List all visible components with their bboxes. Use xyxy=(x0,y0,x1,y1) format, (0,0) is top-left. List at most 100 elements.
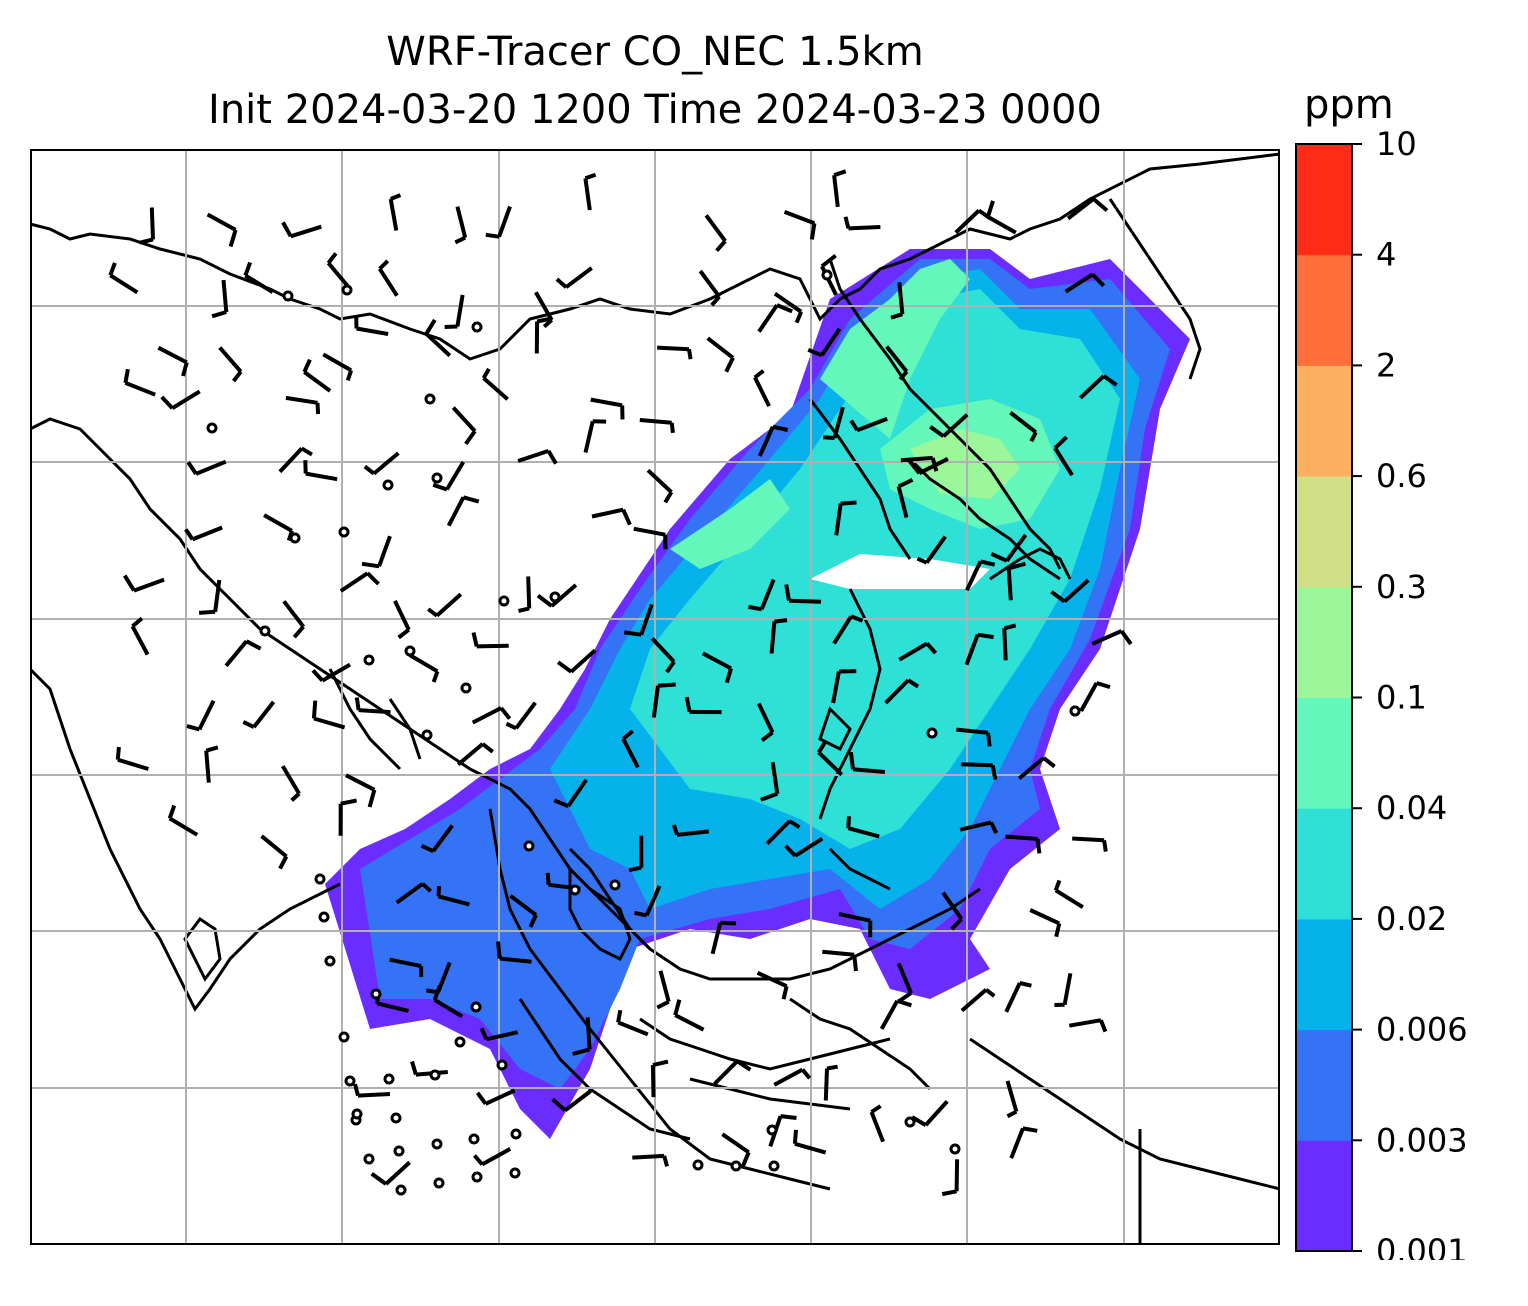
wind-barb-flag xyxy=(505,721,517,731)
colorbar-label: 10 xyxy=(1376,125,1417,163)
wind-barb xyxy=(954,209,981,235)
wind-barb xyxy=(376,1001,409,1013)
wind-barb-flag xyxy=(907,678,920,689)
wind-barb xyxy=(197,699,216,731)
colorbar-label: 0.003 xyxy=(1376,1121,1468,1159)
calm-circle xyxy=(904,1116,916,1128)
wind-barb xyxy=(925,535,947,564)
wind-barb xyxy=(509,894,538,917)
wind-barb-flag xyxy=(1050,590,1066,604)
wind-barb xyxy=(206,212,237,232)
wind-barb-flag xyxy=(657,682,676,688)
wind-barb xyxy=(358,708,391,715)
wind-barb-flag xyxy=(366,571,380,586)
wind-barb xyxy=(721,1132,750,1154)
calm-circle xyxy=(1069,705,1081,717)
wind-barb xyxy=(765,819,792,846)
wind-barb-flag xyxy=(424,318,437,335)
calm-circle xyxy=(766,1124,778,1136)
chart-title-line1: WRF-Tracer CO_NEC 1.5km xyxy=(386,29,924,75)
wind-barb xyxy=(644,885,662,917)
wind-barb-flag xyxy=(485,232,500,239)
wind-barb xyxy=(168,816,199,837)
wind-barb xyxy=(633,526,666,537)
calm-circle xyxy=(730,1160,742,1172)
wind-barb-flag xyxy=(687,348,693,360)
wind-barb-flag xyxy=(673,999,682,1016)
colorbar-label: 0.001 xyxy=(1376,1232,1468,1260)
wind-barb xyxy=(1062,972,1073,1006)
wind-barb-flag xyxy=(278,855,289,870)
wind-barb-flag xyxy=(123,368,130,384)
wind-barb xyxy=(1009,411,1038,434)
wind-barb xyxy=(109,273,139,295)
wind-barb xyxy=(1054,888,1084,909)
wind-barb xyxy=(759,578,776,611)
colorbar-label: 0.1 xyxy=(1376,679,1427,717)
wind-barb xyxy=(1091,629,1123,646)
wind-barb-flag xyxy=(784,844,797,858)
wind-barb-flag xyxy=(471,632,479,647)
wind-barb xyxy=(244,273,274,294)
wind-barb xyxy=(408,653,439,674)
colorbar-unit: ppm xyxy=(1304,82,1394,128)
wind-barb-flag xyxy=(123,574,136,592)
wind-barb xyxy=(481,1147,512,1167)
wind-barb xyxy=(770,761,780,795)
wind-barb-flag xyxy=(1102,374,1118,387)
wind-barb-flag xyxy=(916,556,928,565)
wind-barb xyxy=(788,598,822,604)
calm-circle xyxy=(282,290,294,302)
map-frame xyxy=(30,149,1280,1245)
wind-barb xyxy=(260,834,288,858)
wind-barb-flag xyxy=(499,706,512,720)
wind-barb xyxy=(431,824,454,853)
wind-barb-flag xyxy=(551,1097,567,1112)
wind-barb-flag xyxy=(621,508,632,526)
wind-barb-flag xyxy=(628,865,642,873)
calm-circle xyxy=(344,1075,356,1087)
wind-barb-flag xyxy=(849,419,859,432)
wind-barb-flag xyxy=(715,239,727,253)
wind-barb xyxy=(832,406,845,439)
wind-barb xyxy=(710,922,723,955)
wind-barb xyxy=(794,837,824,858)
wind-barb xyxy=(590,397,623,408)
wind-barb xyxy=(321,662,352,683)
wind-barb-flag xyxy=(911,1115,927,1127)
wind-barb xyxy=(900,455,933,463)
wind-barb xyxy=(446,496,466,527)
wind-barb-flag xyxy=(311,700,318,719)
wind-barb-flag xyxy=(1053,879,1062,892)
wind-barb xyxy=(563,1089,592,1112)
wind-barb xyxy=(456,742,484,767)
wind-barb xyxy=(133,577,165,593)
wind-barb xyxy=(1017,756,1045,781)
wind-barb-flag xyxy=(553,798,569,809)
calm-circle xyxy=(498,595,510,607)
wind-barb-flag xyxy=(990,764,998,781)
wind-barb xyxy=(847,826,880,839)
wind-barb xyxy=(834,503,843,536)
wind-barb xyxy=(848,225,881,231)
wind-barb-flag xyxy=(432,984,442,1001)
wind-barb-flag xyxy=(290,792,301,802)
wind-barb xyxy=(964,634,980,666)
wind-barb xyxy=(1005,834,1038,841)
wind-barb xyxy=(476,643,509,649)
wind-barb xyxy=(484,1088,516,1106)
wind-barb-flag xyxy=(633,910,648,918)
wind-barb xyxy=(526,576,532,609)
wind-barb xyxy=(569,648,597,674)
wind-barb-flag xyxy=(748,604,763,612)
wind-barb xyxy=(674,1013,705,1032)
wind-barb-flag xyxy=(1091,272,1106,288)
wind-barb-flag xyxy=(710,295,721,307)
wind-barb-flag xyxy=(181,361,189,377)
colorbar-segment xyxy=(1296,1029,1352,1141)
wind-barb xyxy=(897,282,905,315)
wind-barb-flag xyxy=(984,988,996,998)
calm-circle xyxy=(404,645,416,657)
tracer-plume-layer-6 xyxy=(910,429,1020,499)
wind-barb-flag xyxy=(1006,1109,1018,1119)
